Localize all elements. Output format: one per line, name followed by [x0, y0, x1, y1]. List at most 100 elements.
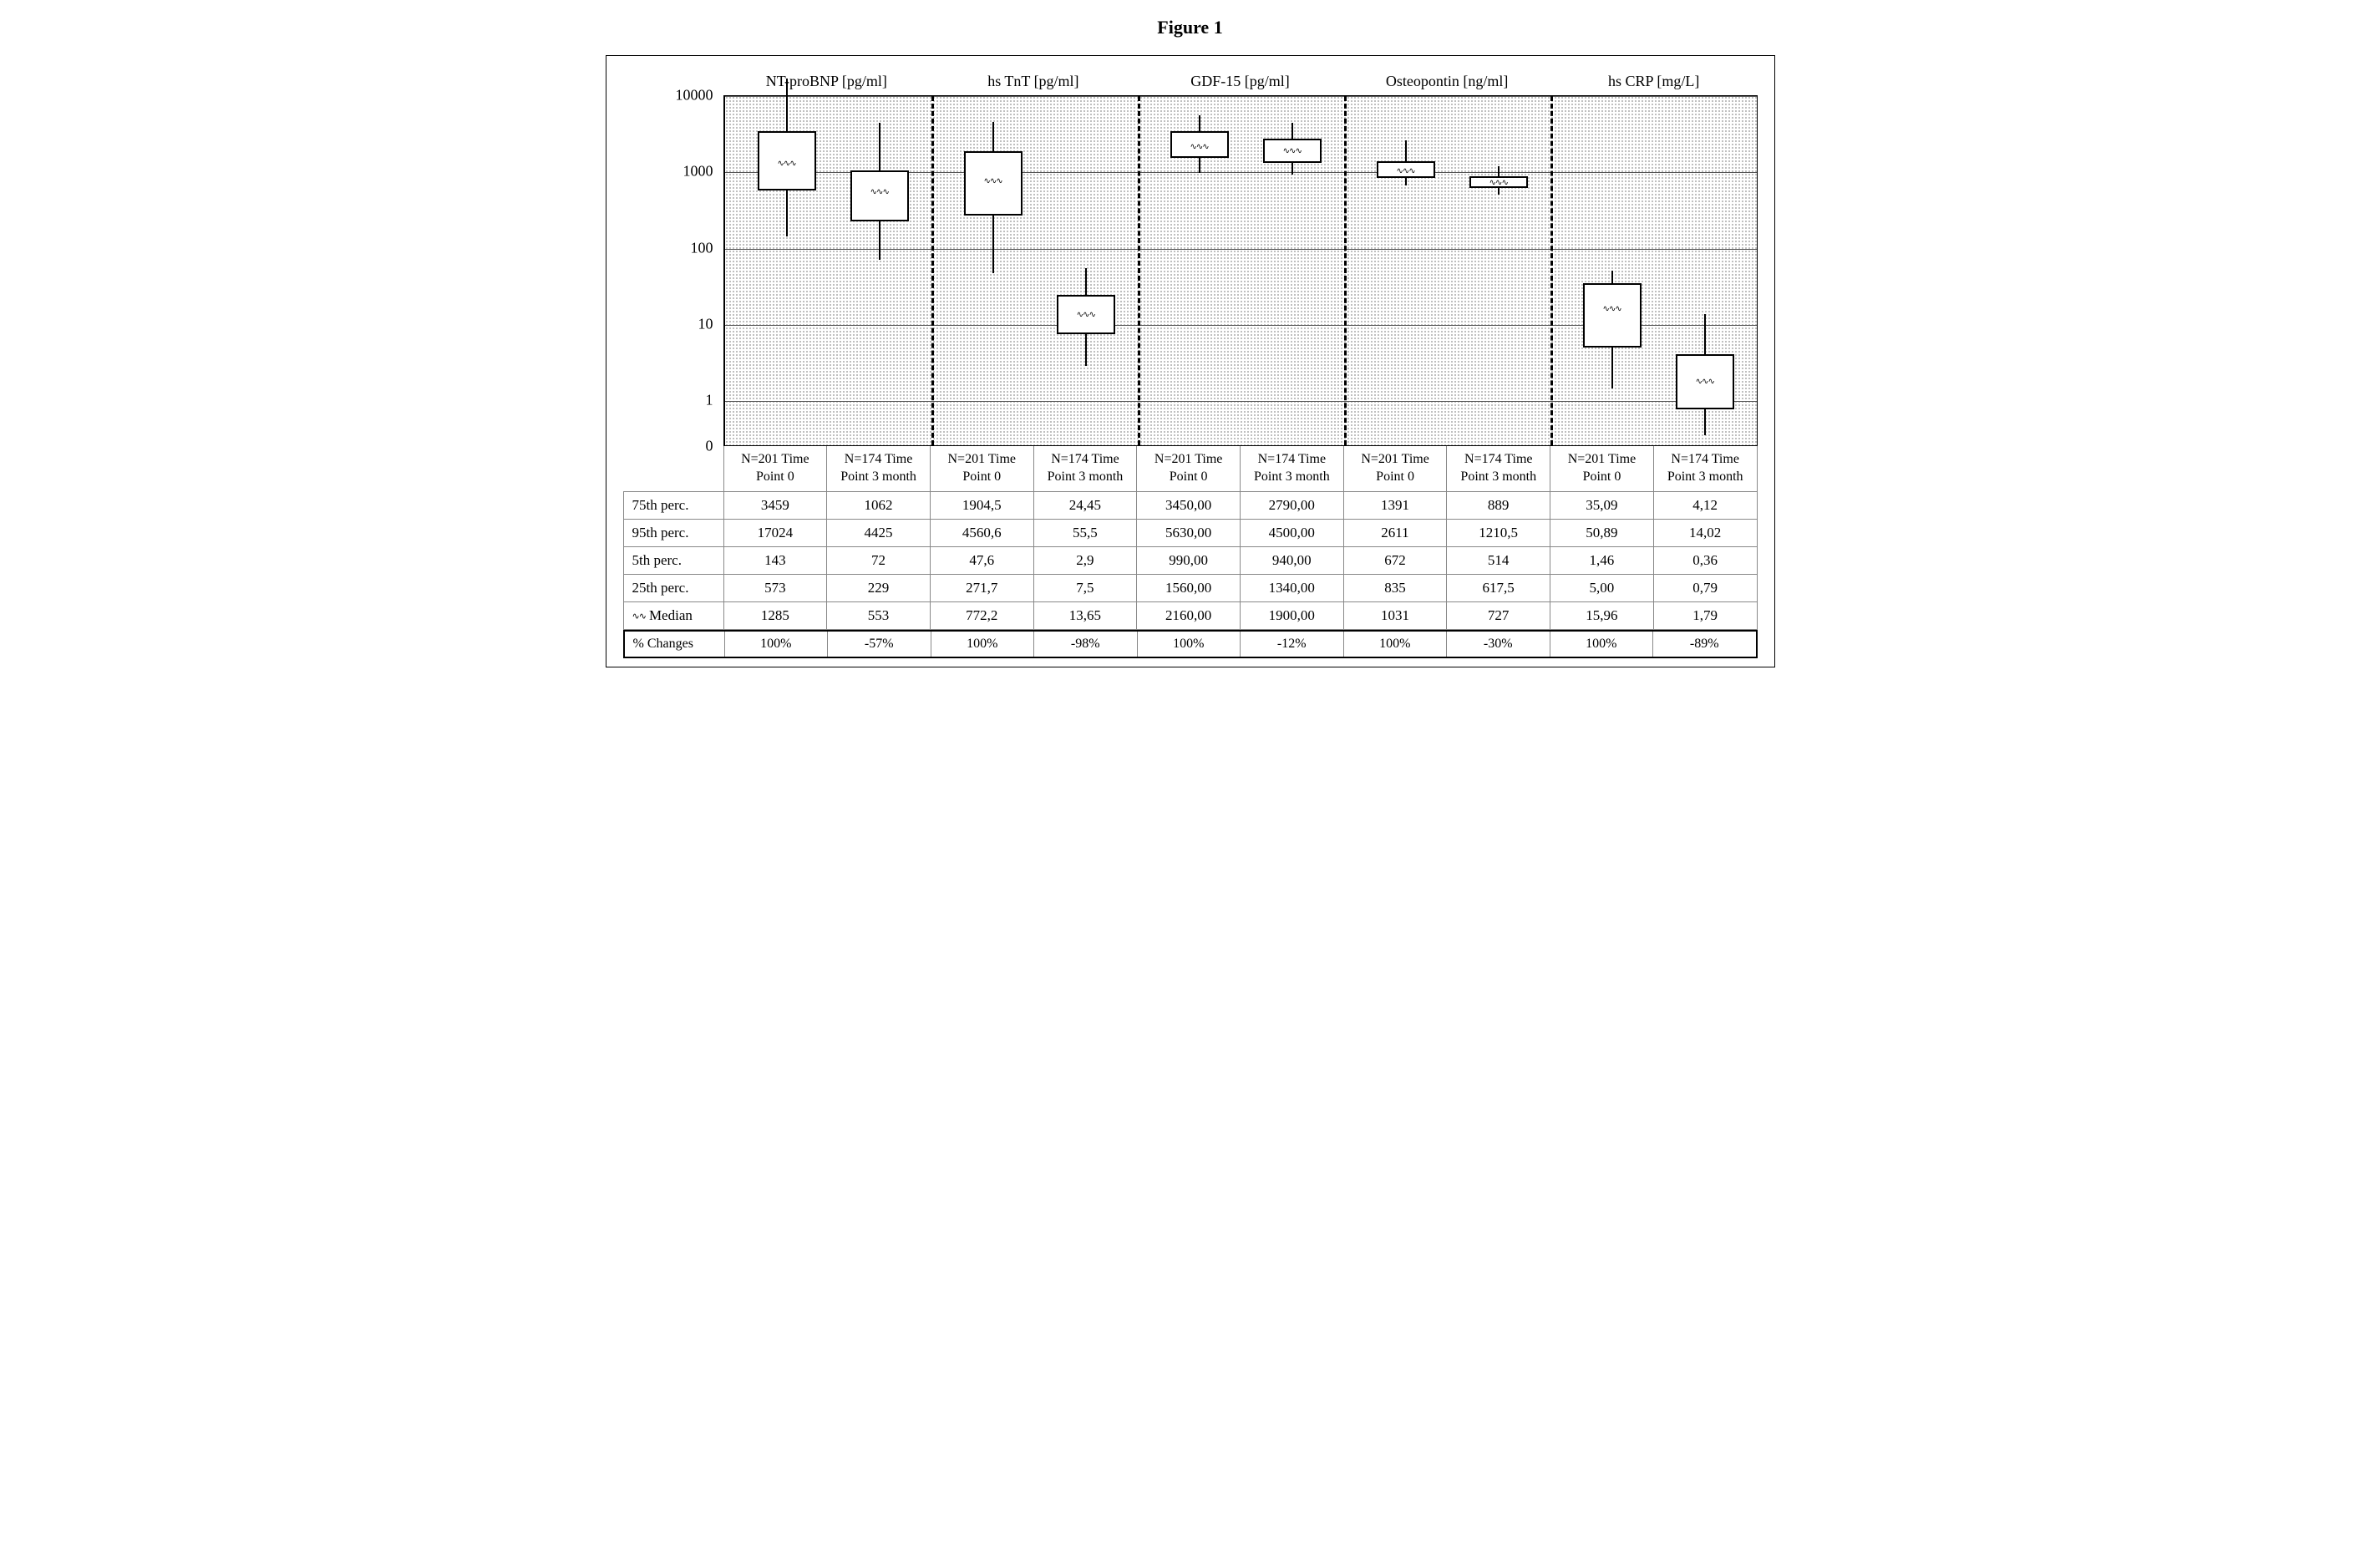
y-tick-label: 0: [706, 438, 713, 455]
table-cell: 4425: [827, 519, 931, 546]
group-separator: [1138, 96, 1140, 445]
y-tick-label: 1: [706, 392, 713, 409]
row-label: 95th perc.: [623, 519, 723, 546]
table-cell: 2790,00: [1240, 491, 1343, 519]
pct-cell: 100%: [725, 632, 829, 657]
figure-title: Figure 1: [606, 17, 1775, 38]
table-cell: 835: [1343, 574, 1447, 601]
group-labels-row: NT-proBNP [pg/ml]hs TnT [pg/ml]GDF-15 [p…: [723, 73, 1758, 95]
row-label: 5th perc.: [623, 546, 723, 574]
pct-cell: -30%: [1447, 632, 1550, 657]
table-row: 75th perc.345910621904,524,453450,002790…: [623, 491, 1757, 519]
table-row: ∿∿Median1285553772,213,652160,001900,00 1…: [623, 601, 1757, 629]
group-separator: [1344, 96, 1347, 445]
x-axis-label: N=174 TimePoint 3 month: [827, 446, 931, 491]
y-tick-label: 10000: [676, 87, 713, 104]
median-mark: ∿∿∿: [1397, 167, 1415, 176]
table-cell: 143: [723, 546, 827, 574]
chart-outer-box: NT-proBNP [pg/ml]hs TnT [pg/ml]GDF-15 [p…: [606, 55, 1775, 667]
table-cell: 889: [1447, 491, 1550, 519]
table-cell: 1391: [1343, 491, 1447, 519]
table-row: 5th perc.1437247,62,9990,00940,006725141…: [623, 546, 1757, 574]
chart-row: 0110100100010000 ∿∿∿∿∿∿∿∿∿∿∿∿∿∿∿∿∿∿∿∿∿∿∿…: [623, 95, 1758, 446]
table-cell: 727: [1447, 601, 1550, 629]
table-cell: 55,5: [1033, 519, 1137, 546]
pct-cell: -89%: [1653, 632, 1756, 657]
row-label: % Changes: [625, 632, 725, 657]
pct-cell: 100%: [1550, 632, 1654, 657]
table-cell: 514: [1447, 546, 1550, 574]
table-cell: 35,09: [1550, 491, 1654, 519]
table-cell: 5630,00: [1137, 519, 1241, 546]
box-rect: [1583, 283, 1642, 348]
group-label: NT-proBNP [pg/ml]: [723, 73, 931, 95]
table-cell: 553: [827, 601, 931, 629]
table-row: 95th perc.1702444254560,655,55630,004500…: [623, 519, 1757, 546]
table-cell: 2160,00: [1137, 601, 1241, 629]
median-mark: ∿∿∿: [1489, 178, 1508, 187]
table-cell: 1285: [723, 601, 827, 629]
group-label: Osteopontin [ng/ml]: [1343, 73, 1550, 95]
pct-cell: 100%: [1344, 632, 1448, 657]
plot-area: ∿∿∿ ∿∿∿ ∿∿∿ ∿∿∿ ∿∿∿ ∿∿∿ ∿∿∿ ∿∿∿ ∿∿∿ ∿∿∿: [723, 95, 1758, 446]
table-cell: 4560,6: [930, 519, 1033, 546]
table-cell: 7,5: [1033, 574, 1137, 601]
table-cell: 14,02: [1653, 519, 1757, 546]
table-cell: 1560,00: [1137, 574, 1241, 601]
x-axis-label: N=174 TimePoint 3 month: [1447, 446, 1550, 491]
table-cell: 2611: [1343, 519, 1447, 546]
table-cell: 5,00: [1550, 574, 1654, 601]
table-cell: 1,79: [1653, 601, 1757, 629]
box-whisker: ∿∿∿: [1170, 96, 1229, 447]
pct-cell: 100%: [1138, 632, 1241, 657]
x-axis-label: N=174 TimePoint 3 month: [1034, 446, 1138, 491]
table-cell: 940,00: [1240, 546, 1343, 574]
x-axis-label: N=201 TimePoint 0: [1344, 446, 1448, 491]
table-cell: 17024: [723, 519, 827, 546]
median-mark: ∿∿∿: [1603, 305, 1621, 314]
box-whisker: ∿∿∿: [1469, 96, 1528, 447]
x-axis-label: N=174 TimePoint 3 month: [1241, 446, 1344, 491]
median-mark: ∿∿∿: [984, 176, 1002, 185]
table-cell: 1900,00: [1240, 601, 1343, 629]
table-cell: 1904,5: [930, 491, 1033, 519]
table-cell: 1,46: [1550, 546, 1654, 574]
table-cell: 24,45: [1033, 491, 1137, 519]
box-whisker: ∿∿∿: [1263, 96, 1322, 447]
table-cell: 271,7: [930, 574, 1033, 601]
median-mark: ∿∿∿: [1190, 142, 1209, 151]
x-axis-label: N=174 TimePoint 3 month: [1654, 446, 1758, 491]
median-mark: ∿∿∿: [870, 187, 889, 196]
table-cell: 13,65: [1033, 601, 1137, 629]
y-tick-label: 10: [698, 315, 713, 332]
group-label: hs TnT [pg/ml]: [930, 73, 1137, 95]
table-cell: 617,5: [1447, 574, 1550, 601]
group-label: hs CRP [mg/L]: [1550, 73, 1758, 95]
row-label: ∿∿Median: [623, 601, 723, 629]
group-label: GDF-15 [pg/ml]: [1137, 73, 1344, 95]
table-cell: 15,96: [1550, 601, 1654, 629]
y-tick-label: 100: [691, 239, 713, 256]
table-cell: 229: [827, 574, 931, 601]
table-cell: 672: [1343, 546, 1447, 574]
box-whisker: ∿∿∿: [758, 96, 816, 447]
table-cell: 4500,00: [1240, 519, 1343, 546]
table-cell: 72: [827, 546, 931, 574]
row-label: 25th perc.: [623, 574, 723, 601]
table-cell: 772,2: [930, 601, 1033, 629]
box-whisker: ∿∿∿: [1676, 96, 1734, 447]
median-mark: ∿∿∿: [1077, 310, 1095, 319]
group-separator: [1550, 96, 1553, 445]
x-axis-label: N=201 TimePoint 0: [931, 446, 1034, 491]
pct-cell: -98%: [1034, 632, 1138, 657]
table-cell: 50,89: [1550, 519, 1654, 546]
box-whisker: ∿∿∿: [1583, 96, 1642, 447]
group-separator: [931, 96, 934, 445]
pct-cell: -57%: [828, 632, 931, 657]
median-mark: ∿∿∿: [778, 160, 796, 169]
x-axis-labels-row: N=201 TimePoint 0N=174 TimePoint 3 month…: [723, 446, 1758, 491]
x-axis-label: N=201 TimePoint 0: [1550, 446, 1654, 491]
table-cell: 3450,00: [1137, 491, 1241, 519]
y-axis: 0110100100010000: [623, 95, 723, 446]
pct-changes-row: % Changes100%-57%100%-98%100%-12%100%-30…: [623, 630, 1758, 658]
